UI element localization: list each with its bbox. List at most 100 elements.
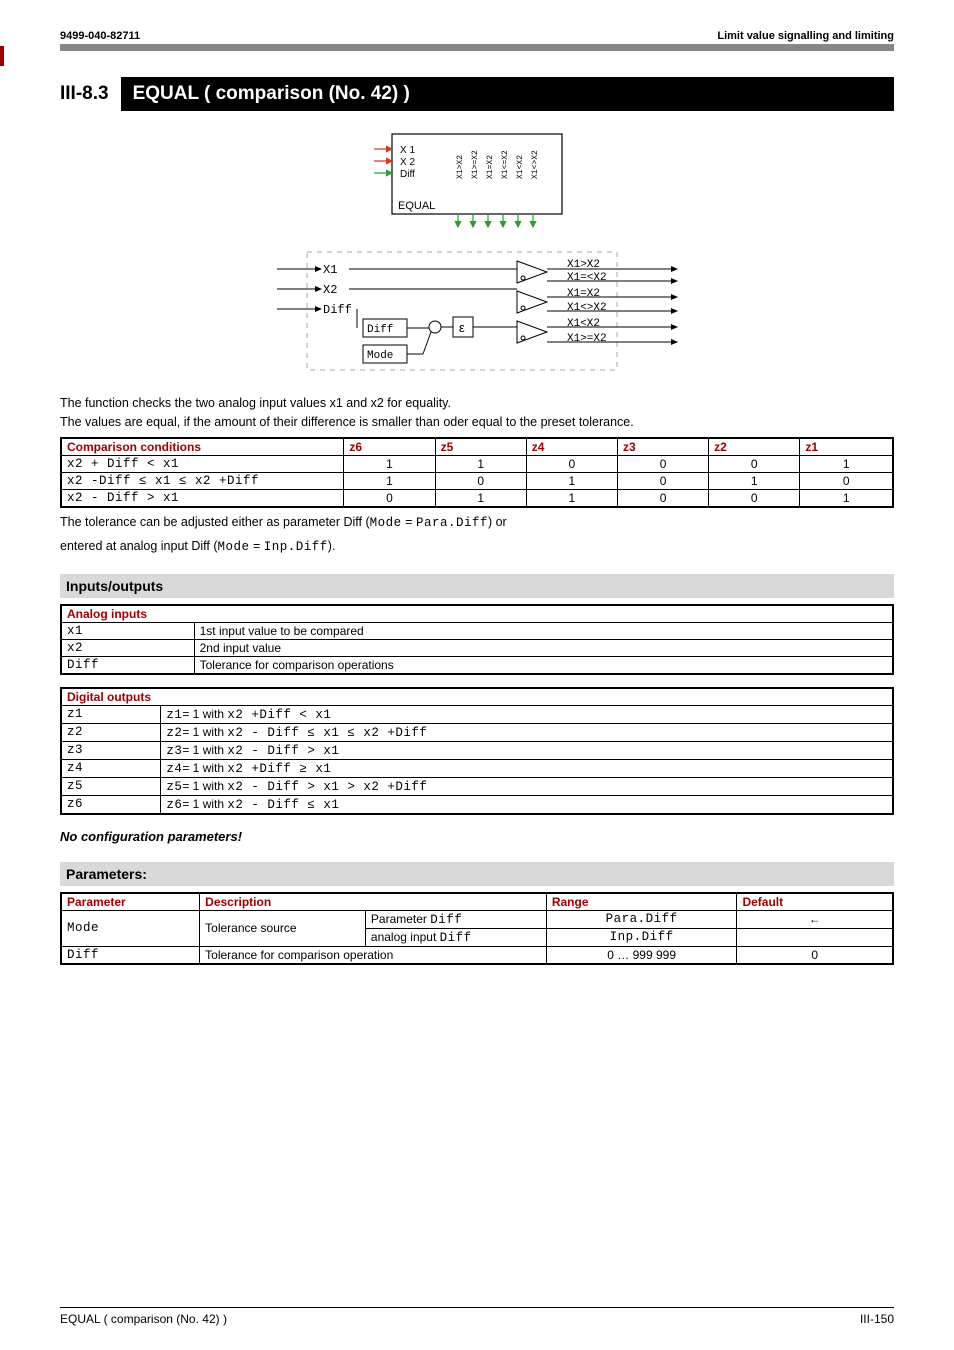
comp-r1-v1: 0	[435, 472, 526, 489]
p-hdr-2: Range	[546, 893, 737, 911]
comp-r0-v2: 0	[526, 455, 617, 472]
comp-r2-v4: 0	[709, 489, 800, 507]
section-number: III-8.3	[60, 77, 121, 111]
blk-out4: X1<=X2	[501, 150, 510, 179]
table-row: x2 -Diff ≤ x1 ≤ x2 +Diff 1 0 1 0 1 0	[61, 472, 893, 489]
p-hdr-3: Default	[737, 893, 893, 911]
page-edge-marker	[0, 46, 4, 66]
ai-r2-name: Diff	[61, 656, 194, 674]
table-row: Diff Tolerance for comparison operation …	[61, 946, 893, 964]
comp-hdr-3: z4	[526, 438, 617, 456]
p-mode-mid1: Parameter Diff	[365, 910, 546, 928]
header-doc-id: 9499-040-82711	[60, 30, 140, 42]
comp-hdr-5: z2	[709, 438, 800, 456]
comp-r0-label: x2 + Diff < x1	[61, 455, 344, 472]
table-row: x1 1st input value to be compared	[61, 622, 893, 639]
table-row: z6 z6= 1 with x2 - Diff ≤ x1	[61, 795, 893, 814]
comp-r1-v0: 1	[344, 472, 435, 489]
p-mode-mid2: analog input Diff	[365, 928, 546, 946]
table-row: x2 2nd input value	[61, 639, 893, 656]
p-hdr-0: Parameter	[61, 893, 200, 911]
table-row: z3 z3= 1 with x2 - Diff > x1	[61, 741, 893, 759]
sch-in3: Diff	[323, 303, 352, 317]
sch-out5: X1<X2	[567, 318, 600, 330]
do-r2-desc: z3= 1 with x2 - Diff > x1	[161, 741, 893, 759]
comp-r0-v3: 0	[617, 455, 708, 472]
blk-in1: X 1	[400, 145, 415, 156]
comp-r2-v3: 0	[617, 489, 708, 507]
blk-out2: X1>=X2	[471, 150, 480, 179]
ai-header: Analog inputs	[61, 605, 893, 623]
p-mode-def2	[737, 928, 893, 946]
section-title: EQUAL ( comparison (No. 42) )	[121, 77, 894, 111]
digital-outputs-table: Digital outputs z1 z1= 1 with x2 +Diff <…	[60, 687, 894, 815]
parameters-table: Parameter Description Range Default Mode…	[60, 892, 894, 965]
do-r4-name: z5	[61, 777, 161, 795]
ai-r1-name: x2	[61, 639, 194, 656]
p-mode-param: Mode	[61, 910, 200, 946]
comp-r2-label: x2 - Diff > x1	[61, 489, 344, 507]
comp-r0-v5: 1	[800, 455, 893, 472]
comp-r2-v2: 1	[526, 489, 617, 507]
blk-out3: X1=X2	[486, 155, 495, 179]
page-header: 9499-040-82711 Limit value signalling an…	[60, 30, 894, 44]
table-row: Mode Tolerance source Parameter Diff Par…	[61, 910, 893, 928]
p-mode-range2: Inp.Diff	[546, 928, 737, 946]
do-header: Digital outputs	[61, 688, 893, 706]
footer-right: III-150	[860, 1312, 894, 1326]
comp-r0-v0: 1	[344, 455, 435, 472]
p-hdr-1: Description	[200, 893, 547, 911]
do-r0-name: z1	[61, 705, 161, 723]
blk-in2: X 2	[400, 157, 415, 168]
block-diagram: X 1 X 2 Diff EQUAL X1>X2 X1>=X2 X1=X2 X1…	[60, 129, 894, 229]
sch-out4: X1<>X2	[567, 302, 607, 314]
sch-in1: X1	[323, 263, 337, 277]
table-row: x2 - Diff > x1 0 1 1 0 0 1	[61, 489, 893, 507]
tolerance-line1: The tolerance can be adjusted either as …	[60, 514, 894, 532]
comp-r2-v1: 1	[435, 489, 526, 507]
table-row: z2 z2= 1 with x2 - Diff ≤ x1 ≤ x2 +Diff	[61, 723, 893, 741]
comp-r1-label: x2 -Diff ≤ x1 ≤ x2 +Diff	[61, 472, 344, 489]
comp-r1-v5: 0	[800, 472, 893, 489]
intro-line1: The function checks the two analog input…	[60, 395, 894, 412]
comp-r1-v4: 1	[709, 472, 800, 489]
do-r0-desc: z1= 1 with x2 +Diff < x1	[161, 705, 893, 723]
blk-out5: X1<X2	[516, 155, 525, 179]
comp-hdr-6: z1	[800, 438, 893, 456]
do-r2-name: z3	[61, 741, 161, 759]
intro-line2: The values are equal, if the amount of t…	[60, 414, 894, 431]
do-r1-desc: z2= 1 with x2 - Diff ≤ x1 ≤ x2 +Diff	[161, 723, 893, 741]
do-r5-desc: z6= 1 with x2 - Diff ≤ x1	[161, 795, 893, 814]
section-heading: III-8.3 EQUAL ( comparison (No. 42) )	[60, 77, 894, 111]
p-diff-param: Diff	[61, 946, 200, 964]
sch-out6: X1>=X2	[567, 333, 607, 345]
p-diff-default: 0	[737, 946, 893, 964]
ai-r0-name: x1	[61, 622, 194, 639]
tolerance-line2: entered at analog input Diff (Mode = Inp…	[60, 538, 894, 556]
table-row: z5 z5= 1 with x2 - Diff > x1 > x2 +Diff	[61, 777, 893, 795]
sch-out3: X1=X2	[567, 288, 600, 300]
do-r3-name: z4	[61, 759, 161, 777]
no-config-note: No configuration parameters!	[60, 829, 894, 844]
comp-r0-v4: 0	[709, 455, 800, 472]
footer-left: EQUAL ( comparison (No. 42) )	[60, 1312, 227, 1326]
do-r5-name: z6	[61, 795, 161, 814]
p-mode-range1: Para.Diff	[546, 910, 737, 928]
comp-hdr-1: z6	[344, 438, 435, 456]
comp-r1-v3: 0	[617, 472, 708, 489]
do-r3-desc: z4= 1 with x2 +Diff ≥ x1	[161, 759, 893, 777]
ai-r2-desc: Tolerance for comparison operations	[194, 656, 893, 674]
ai-r0-desc: 1st input value to be compared	[194, 622, 893, 639]
comp-r2-v0: 0	[344, 489, 435, 507]
header-section-name: Limit value signalling and limiting	[717, 30, 894, 42]
io-heading: Inputs/outputs	[60, 574, 894, 598]
comparison-table: Comparison conditions z6 z5 z4 z3 z2 z1 …	[60, 437, 894, 508]
analog-inputs-table: Analog inputs x1 1st input value to be c…	[60, 604, 894, 675]
comp-r0-v1: 1	[435, 455, 526, 472]
table-row: z1 z1= 1 with x2 +Diff < x1	[61, 705, 893, 723]
blk-in3: Diff	[400, 169, 415, 180]
comp-r1-v2: 1	[526, 472, 617, 489]
sch-eps: ε	[459, 320, 465, 335]
comp-hdr-4: z3	[617, 438, 708, 456]
schematic-diagram: X1 X2 Diff Diff Mode ε	[60, 247, 894, 377]
